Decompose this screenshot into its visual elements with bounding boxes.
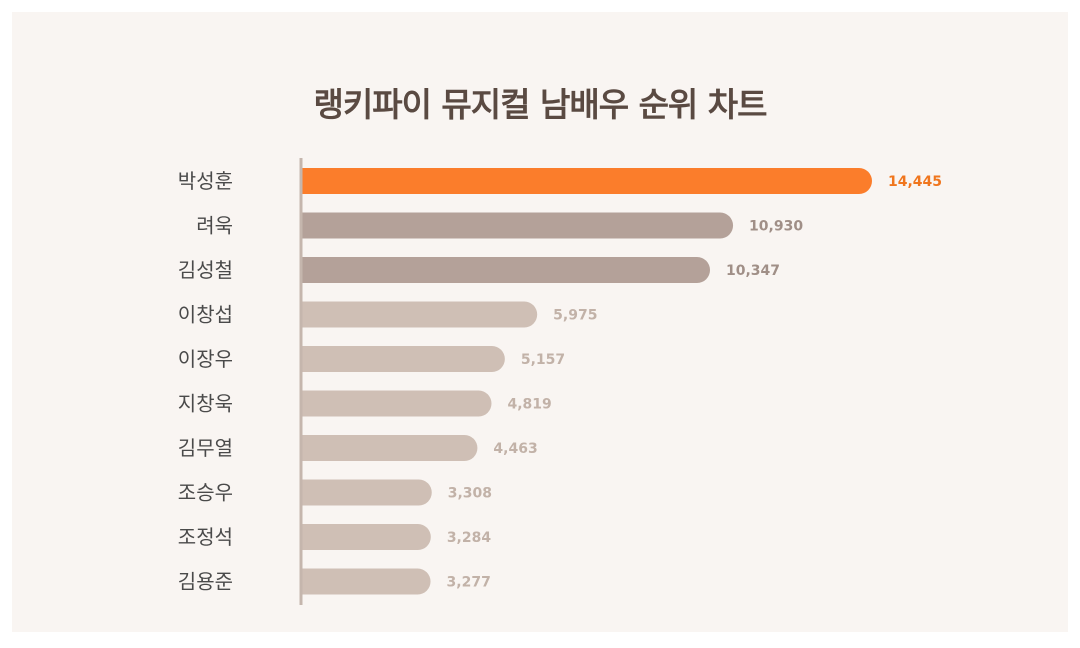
- value-label-3: 10,347: [726, 263, 780, 279]
- bar-7: [288, 435, 478, 461]
- category-label-10: 김용준: [178, 570, 233, 594]
- bar-4: [288, 301, 538, 328]
- value-label-1: 14,445: [888, 174, 942, 190]
- value-label-10: 3,277: [447, 575, 491, 591]
- bar-8: [288, 479, 432, 506]
- value-label-7: 4,463: [493, 441, 537, 457]
- category-label-1: 박성훈: [178, 169, 233, 193]
- category-label-7: 김무열: [178, 436, 233, 460]
- category-label-6: 지창욱: [178, 392, 233, 416]
- value-label-8: 3,308: [448, 486, 492, 502]
- bar-10: [288, 568, 431, 595]
- value-label-6: 4,819: [507, 397, 551, 413]
- value-label-5: 5,157: [521, 352, 565, 368]
- category-label-4: 이창섭: [178, 303, 233, 327]
- chart-title: 랭키파이 뮤지컬 남배우 순위 차트: [313, 85, 768, 124]
- value-label-2: 10,930: [749, 219, 803, 235]
- category-label-9: 조정석: [178, 525, 233, 549]
- bar-9: [288, 524, 431, 550]
- bar-5: [288, 346, 505, 372]
- category-label-5: 이장우: [178, 347, 233, 371]
- bar-3: [288, 257, 711, 283]
- category-label-8: 조승우: [178, 481, 233, 505]
- value-label-4: 5,975: [553, 308, 597, 324]
- bar-1: [288, 168, 872, 194]
- category-label-3: 김성철: [178, 258, 233, 282]
- bar-start-mask: [286, 150, 301, 610]
- bar-6: [288, 390, 492, 417]
- value-label-9: 3,284: [447, 530, 492, 546]
- bar-2: [288, 212, 734, 239]
- category-label-2: 려욱: [196, 214, 233, 238]
- chart-card: [12, 12, 1068, 632]
